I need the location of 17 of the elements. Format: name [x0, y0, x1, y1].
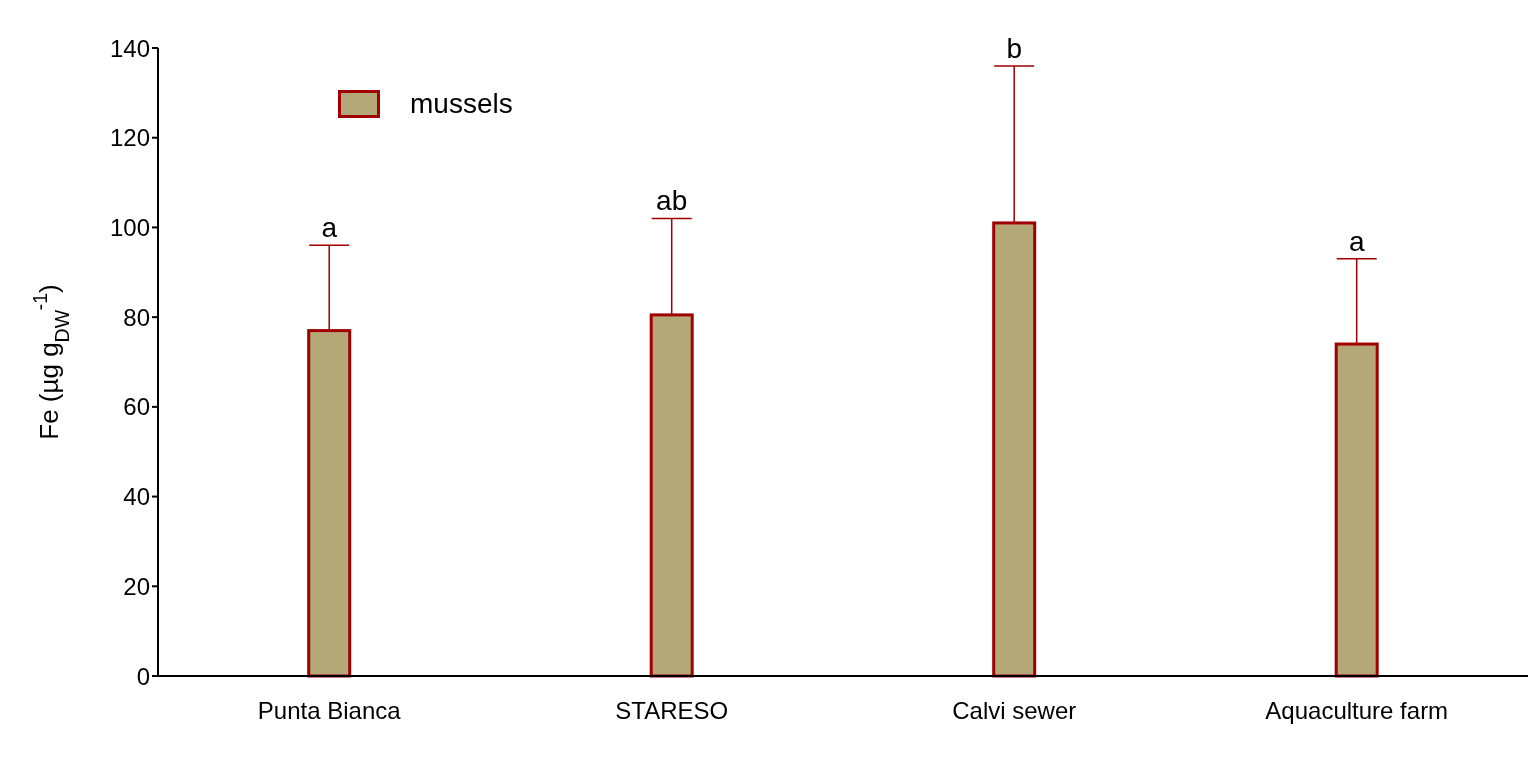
- annotation: a: [321, 212, 338, 244]
- y-tick-label: 0: [136, 662, 150, 690]
- y-tick-label: 140: [109, 34, 150, 62]
- y-tick-label: 20: [123, 572, 150, 600]
- legend-label: mussels: [409, 88, 513, 120]
- y-tick-label: 40: [123, 483, 150, 511]
- x-tick-label: Calvi sewer: [952, 697, 1077, 725]
- y-tick-label: 80: [123, 303, 150, 331]
- y-tick-label: 100: [109, 213, 150, 241]
- y-tick-label: 120: [109, 124, 150, 152]
- x-tick-label: Punta Bianca: [257, 697, 402, 725]
- y-tick-label: 60: [123, 393, 150, 421]
- annotation: b: [1006, 32, 1022, 64]
- annotation: a: [1348, 225, 1365, 257]
- x-tick-label: Aquaculture farm: [1265, 697, 1449, 725]
- annotation: ab: [656, 185, 688, 217]
- x-tick-label: STARESO: [615, 697, 729, 725]
